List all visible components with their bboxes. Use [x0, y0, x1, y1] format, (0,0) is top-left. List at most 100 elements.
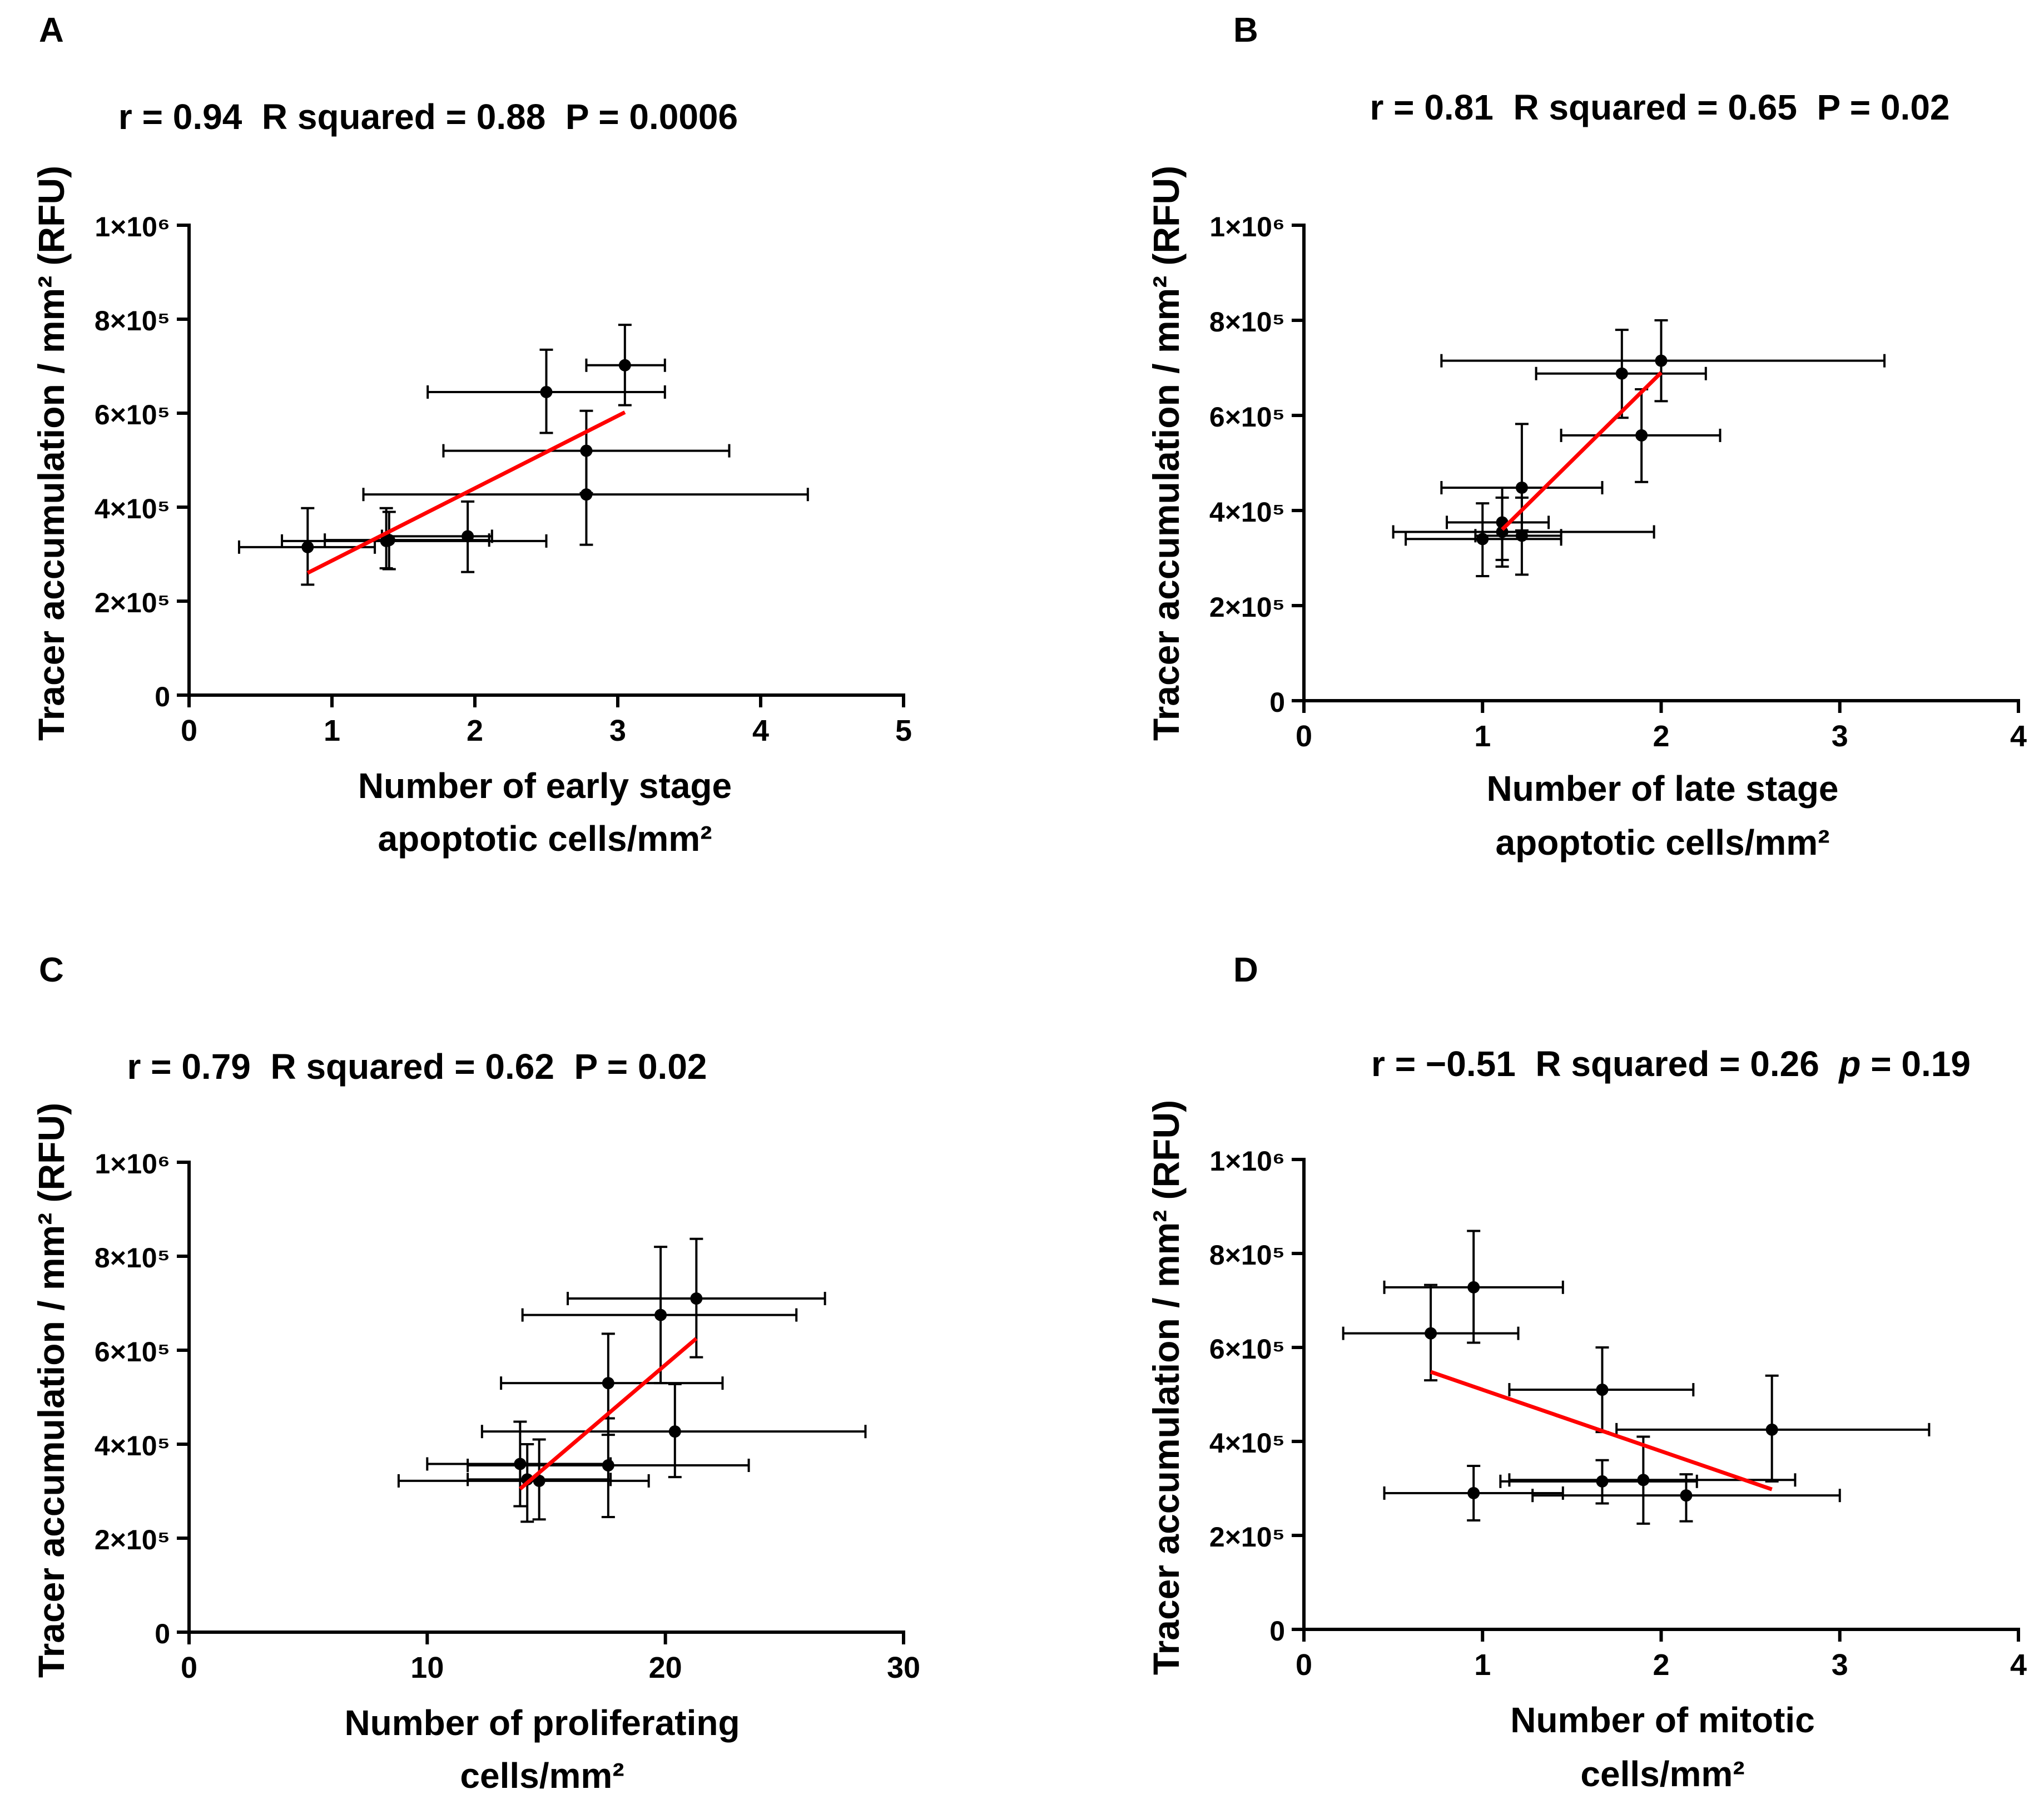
y-tick-label: 0	[1269, 687, 1285, 718]
x-tick-label: 4	[2010, 1648, 2027, 1682]
x-tick-label: 2	[467, 714, 483, 747]
y-tick-label: 4×10⁵	[95, 493, 170, 524]
data-point-group	[1440, 423, 1604, 532]
data-point	[1655, 354, 1668, 367]
data-point	[1425, 1327, 1437, 1340]
plot-area: 0 10 20 30 0 2×10⁵ 4×10⁵ 6×10⁵ 8×10⁵ 1×10⁶	[95, 1148, 920, 1684]
data-point-group	[237, 507, 376, 586]
x-tick-label: 3	[1832, 720, 1848, 753]
y-tick-label: 6×10⁵	[95, 1336, 170, 1367]
y-tick-label: 8×10⁵	[95, 305, 170, 336]
data-point-group	[500, 1332, 724, 1436]
data-point-group	[362, 449, 809, 546]
y-tick-label: 4×10⁵	[1209, 497, 1285, 528]
y-tick-label: 6×10⁵	[1209, 1334, 1285, 1365]
data-point	[533, 1474, 545, 1487]
data-point	[1680, 1489, 1693, 1502]
data-point-group	[1342, 1283, 1520, 1382]
panel-c: C r = 0.79 R squared = 0.62 P = 0.02 Tra…	[31, 951, 920, 1796]
data-point	[1596, 1475, 1609, 1488]
x-tick-label: 0	[1296, 720, 1312, 753]
data-point	[690, 1292, 703, 1305]
x-axis-label-line1: Number of late stage	[1486, 769, 1838, 809]
data-point	[540, 385, 553, 398]
y-tick-label: 8×10⁵	[1209, 1240, 1285, 1271]
stats-title: r = 0.81 R squared = 0.65 P = 0.02	[1370, 87, 1949, 127]
data-point	[654, 1309, 667, 1321]
stats-prefix: r = −0.51 R squared = 0.26	[1371, 1044, 1839, 1084]
y-tick-label: 8×10⁵	[1209, 306, 1285, 338]
x-tick-label: 4	[752, 714, 769, 747]
x-tick-label: 2	[1653, 720, 1669, 753]
y-tick-label: 2×10⁵	[1209, 592, 1285, 623]
y-axis-label: Tracer accumulation / mm² (RFU)	[31, 166, 72, 741]
x-tick-label: 0	[1296, 1648, 1312, 1682]
x-axis-label-line1: Number of proliferating	[344, 1703, 740, 1743]
data-point-group	[397, 1438, 650, 1521]
x-tick-label: 4	[2010, 720, 2027, 753]
data-point-group	[1531, 1473, 1841, 1523]
x-tick-label: 0	[181, 1651, 197, 1684]
stats-suffix: = 0.19	[1861, 1044, 1971, 1084]
x-tick-label: 10	[410, 1651, 444, 1684]
y-axis-label: Tracer accumulation / mm² (RFU)	[31, 1103, 72, 1678]
data-point	[462, 530, 474, 543]
data-point	[1515, 481, 1528, 494]
y-tick-label: 0	[155, 681, 170, 712]
x-tick-label: 30	[887, 1651, 920, 1684]
data-point-group	[1474, 496, 1562, 576]
y-tick-label: 2×10⁵	[95, 587, 170, 618]
data-point-group	[1535, 329, 1707, 419]
y-axis-label: Tracer accumulation / mm² (RFU)	[1145, 166, 1187, 741]
y-tick-label: 0	[155, 1618, 170, 1649]
y-tick-label: 1×10⁶	[95, 211, 170, 242]
data-point	[1515, 529, 1528, 542]
stats-title: r = 0.79 R squared = 0.62 P = 0.02	[127, 1047, 707, 1087]
regression-line	[519, 1337, 698, 1490]
stats-title: r = −0.51 R squared = 0.26 p = 0.19	[1371, 1044, 1971, 1084]
y-tick-label: 0	[1269, 1615, 1285, 1647]
plot-area: 0 1 2 3 4 0 2×10⁵ 4×10⁵ 6×10⁵ 8×10⁵ 1×10⁶	[1209, 211, 2027, 753]
data-point-group	[1383, 1464, 1564, 1521]
data-point	[1615, 367, 1628, 380]
panel-d: D r = −0.51 R squared = 0.26 p = 0.19 Tr…	[1145, 951, 2027, 1794]
y-tick-label: 4×10⁵	[1209, 1428, 1285, 1459]
y-tick-label: 1×10⁶	[1209, 1146, 1285, 1177]
y-tick-label: 8×10⁵	[95, 1242, 170, 1273]
data-point	[1467, 1281, 1480, 1293]
x-axis-label-line2: cells/mm²	[1580, 1754, 1744, 1794]
x-tick-label: 1	[1474, 1648, 1491, 1682]
data-point-group	[1440, 319, 1886, 403]
x-axis-label-line2: apoptotic cells/mm²	[378, 819, 712, 859]
data-point	[1635, 429, 1648, 442]
data-point-group	[467, 1417, 750, 1518]
x-axis-label-line1: Number of mitotic	[1510, 1700, 1815, 1740]
data-point-group	[1383, 1230, 1564, 1344]
data-point-group	[380, 500, 493, 573]
x-tick-label: 20	[649, 1651, 682, 1684]
panel-letter: B	[1233, 11, 1258, 49]
x-tick-label: 0	[181, 714, 197, 747]
panel-b: B r = 0.81 R squared = 0.65 P = 0.02 Tra…	[1145, 11, 2027, 863]
data-point	[602, 1377, 614, 1390]
x-tick-label: 1	[324, 714, 340, 747]
data-point	[580, 488, 593, 501]
x-tick-label: 1	[1474, 720, 1491, 753]
panel-letter: C	[39, 951, 64, 989]
data-point	[1596, 1384, 1609, 1396]
data-point	[1637, 1474, 1650, 1486]
plot-area: 0 1 2 3 4 0 2×10⁵ 4×10⁵ 6×10⁵ 8×10⁵ 1×10⁶	[1209, 1146, 2027, 1682]
data-point	[514, 1458, 527, 1470]
x-axis-label-line1: Number of early stage	[358, 766, 732, 806]
y-tick-label: 4×10⁵	[95, 1430, 170, 1461]
x-tick-label: 3	[1832, 1648, 1848, 1682]
x-tick-label: 5	[895, 714, 912, 747]
data-point-group	[1405, 502, 1562, 577]
y-axis-label: Tracer accumulation / mm² (RFU)	[1145, 1100, 1187, 1675]
data-point-group	[1499, 1459, 1698, 1505]
data-point-group	[1615, 1374, 1931, 1483]
y-tick-label: 6×10⁵	[1209, 402, 1285, 433]
y-tick-label: 6×10⁵	[95, 399, 170, 430]
x-axis-label-line2: cells/mm²	[460, 1756, 624, 1796]
